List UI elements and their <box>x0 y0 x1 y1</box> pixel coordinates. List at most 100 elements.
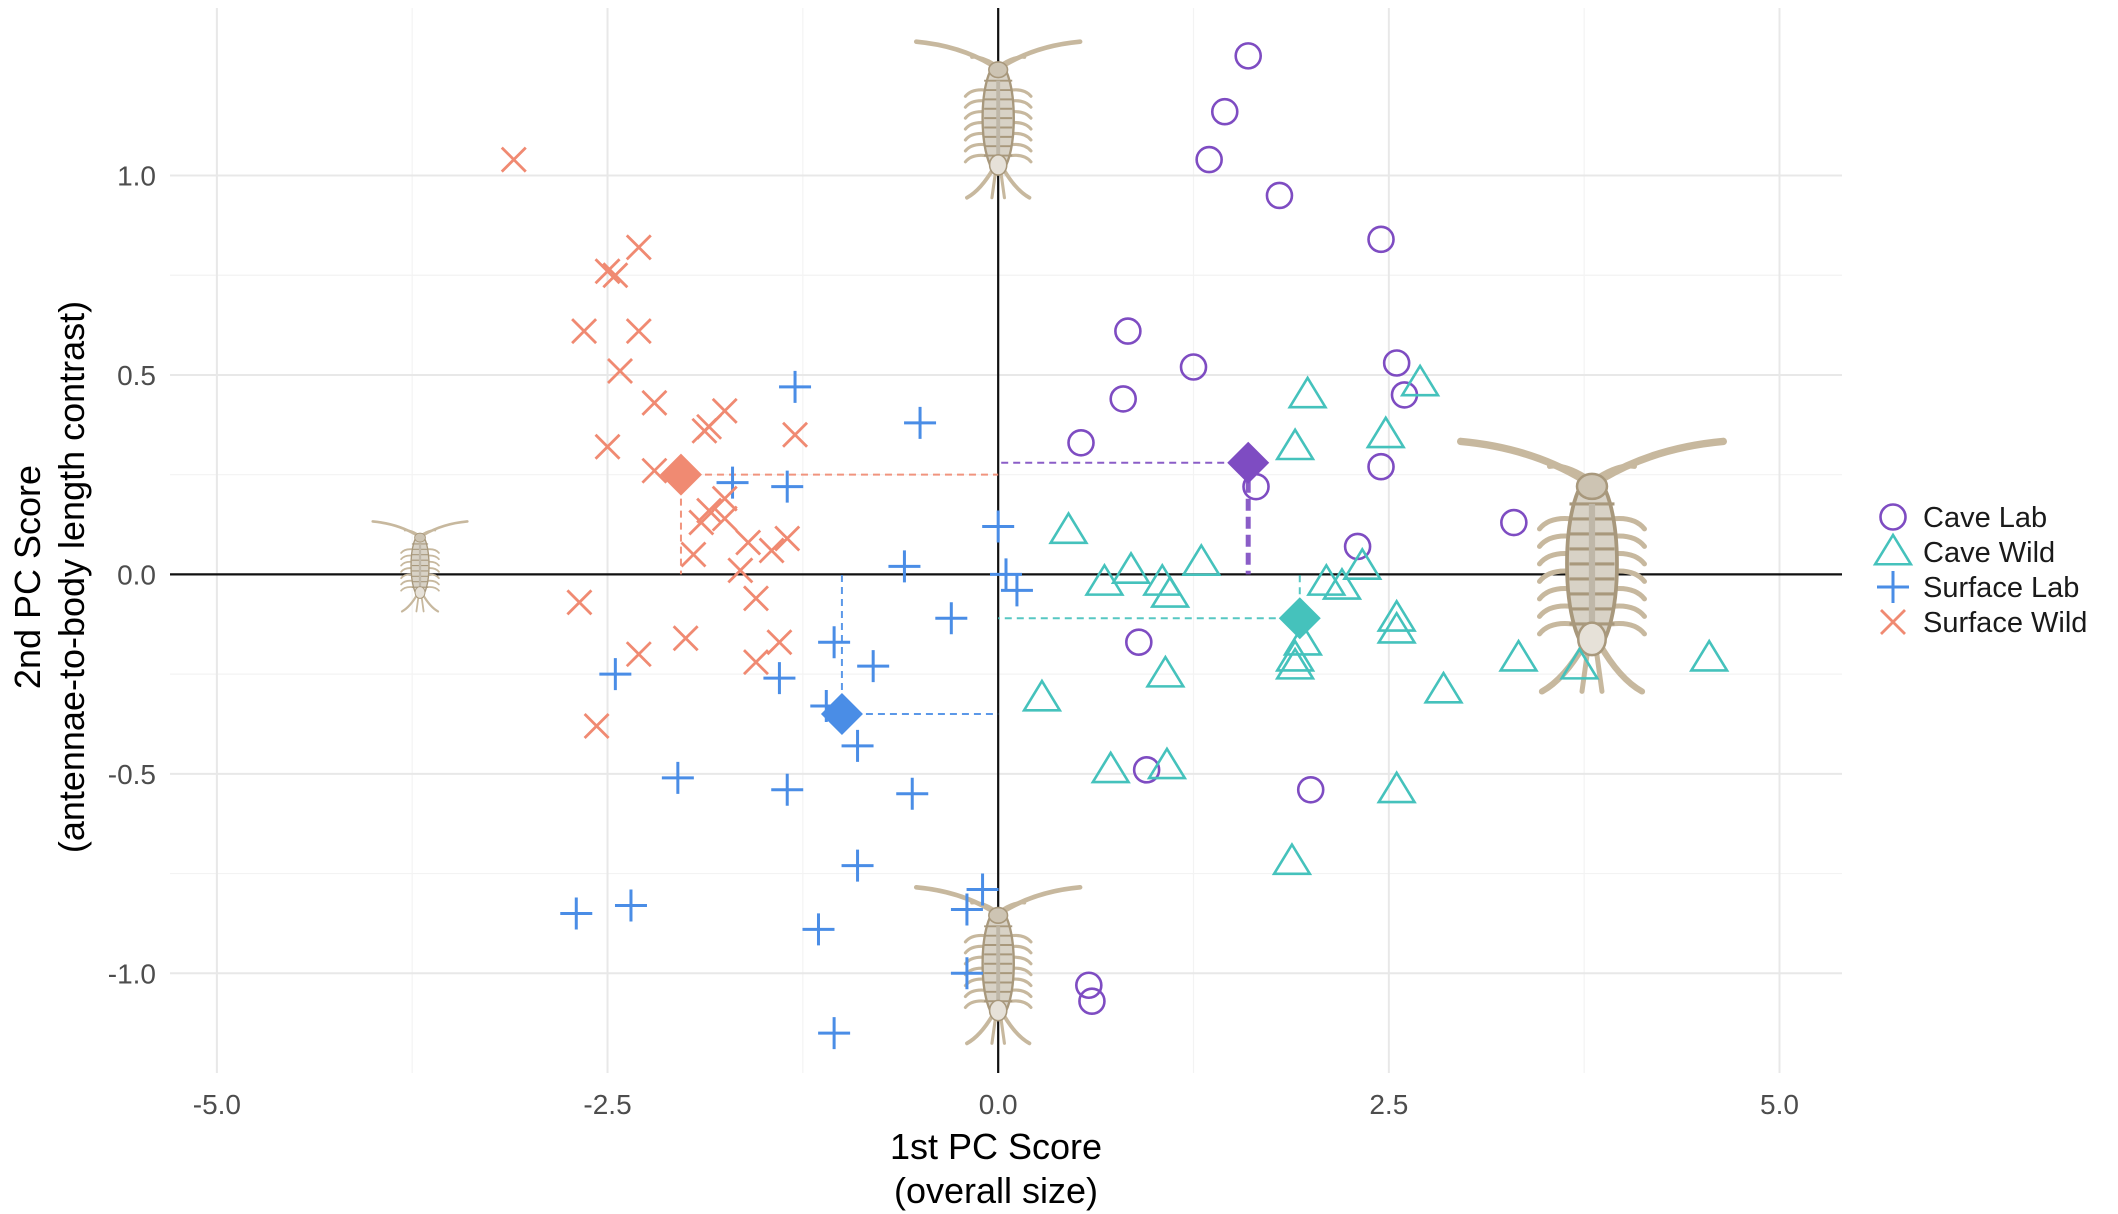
surface-wild-point <box>711 505 738 532</box>
surface-lab-point <box>982 510 1015 543</box>
cave-wild-point <box>1306 562 1347 596</box>
cave-lab-point <box>1179 353 1208 381</box>
surface-wild-point <box>641 389 668 416</box>
cave-wild-point <box>1048 511 1089 545</box>
cave-wild-point <box>1321 566 1363 600</box>
surface-lab-centroid <box>820 693 863 736</box>
surface-wild-point <box>672 625 699 652</box>
surface-wild-point <box>758 537 785 564</box>
legend-label-surface-wild: Surface Wild <box>1923 607 2087 639</box>
surface-lab-point <box>966 873 999 906</box>
cave-lab-point <box>1132 756 1161 784</box>
surface-lab-point <box>950 957 983 990</box>
cave-lab-point <box>1296 775 1325 804</box>
legend-key-surface-lab <box>1877 571 1909 603</box>
legend-label-cave-wild: Cave Wild <box>1923 537 2055 569</box>
isopod-illustration <box>913 884 1083 1046</box>
surface-lab-point <box>888 550 921 583</box>
cave-lab-point <box>1075 971 1103 1000</box>
group-centroids <box>659 441 1321 736</box>
surface-wild-point <box>625 234 652 261</box>
cave-lab-point <box>1500 508 1528 537</box>
centroid-dashed-lines <box>679 461 1301 716</box>
surface-lab-point <box>935 602 968 635</box>
surface-wild-point <box>680 541 707 568</box>
cave-wild-point <box>1423 670 1464 704</box>
surface-wild-point <box>696 497 723 524</box>
surface-lab-point <box>896 777 929 810</box>
cave-lab-point <box>1109 385 1137 413</box>
cave-wild-point <box>1376 610 1417 644</box>
y-tick-label: -0.5 <box>108 759 156 790</box>
surface-wild-point <box>766 629 793 656</box>
surface-wild-point <box>566 589 593 616</box>
legend-key-cave-lab <box>1879 503 1907 531</box>
surface-wild-point <box>742 585 769 612</box>
isopod-illustration <box>913 39 1083 200</box>
surface-lab-point <box>779 370 812 403</box>
cave-lab-point <box>1367 225 1395 254</box>
isopod-illustrations <box>371 39 1727 1046</box>
cave-wild-point <box>1274 638 1316 672</box>
cave-wild-point <box>1271 842 1313 876</box>
y-tick-label: 0.0 <box>117 559 156 590</box>
surface-wild-point <box>688 509 715 536</box>
surface-lab-point <box>857 650 890 683</box>
cave-wild-centroid <box>1278 597 1321 640</box>
surface-wild-point <box>625 318 652 345</box>
surface-wild-point <box>782 421 809 448</box>
cave-wild-point <box>1090 750 1131 784</box>
cave-wild-point <box>1376 598 1417 632</box>
surface-lab-point <box>771 470 804 503</box>
y-tick-label: 1.0 <box>117 161 156 192</box>
x-axis-title-line2: (overall size) <box>894 1170 1098 1211</box>
surface-lab-point <box>841 729 874 762</box>
cave-wild-point <box>1559 646 1600 680</box>
isopod-illustration <box>371 520 469 613</box>
x-tick-label: -5.0 <box>193 1089 241 1120</box>
surface-wild-point <box>641 457 668 484</box>
surface-lab-point <box>950 893 983 926</box>
cave-lab-point <box>1067 428 1095 457</box>
x-tick-label: 5.0 <box>1760 1089 1799 1120</box>
cave-wild-point <box>1342 546 1383 580</box>
surface-lab-point <box>841 849 874 882</box>
surface-wild-point <box>571 318 598 345</box>
data-points <box>500 42 1730 1050</box>
cave-wild-point <box>1498 638 1539 672</box>
cave-wild-point <box>1287 375 1328 409</box>
cave-lab-point <box>1125 628 1153 657</box>
cave-wild-point <box>1021 678 1063 712</box>
surface-lab-point <box>818 1017 851 1050</box>
surface-lab-point <box>818 626 851 659</box>
surface-wild-point <box>735 529 762 556</box>
surface-wild-point <box>691 417 718 444</box>
legend-key-cave-wild <box>1872 532 1914 566</box>
surface-lab-point <box>661 761 694 794</box>
cave-lab-point <box>1234 42 1263 70</box>
surface-wild-point <box>727 557 754 584</box>
surface-wild-point <box>602 262 629 289</box>
tick-labels: -5.0 -2.5 0.0 2.5 5.0 -1.0 -0.5 0.0 0.5 1.0 <box>108 161 1799 1120</box>
cave-lab-point <box>1195 145 1223 174</box>
cave-lab-point <box>1367 452 1395 481</box>
cave-wild-point <box>1689 638 1730 672</box>
surface-lab-point <box>599 658 632 691</box>
cave-wild-point <box>1149 574 1191 608</box>
surface-wild-point <box>594 433 621 460</box>
surface-wild-point <box>711 485 738 512</box>
cave-wild-point <box>1181 542 1222 576</box>
surface-lab-point <box>560 897 593 930</box>
y-axis-title-line1: 2nd PC Score <box>7 465 48 689</box>
cave-lab-point <box>1114 317 1142 345</box>
cave-lab-point <box>1210 97 1239 126</box>
legend-key-surface-wild <box>1880 609 1906 635</box>
cave-wild-point <box>1084 562 1125 596</box>
surface-lab-point <box>716 466 749 499</box>
x-tick-label: 2.5 <box>1369 1089 1408 1120</box>
surface-wild-point <box>742 649 769 676</box>
x-tick-label: 0.0 <box>979 1089 1018 1120</box>
surface-wild-point <box>500 146 527 173</box>
cave-wild-point <box>1399 363 1441 397</box>
